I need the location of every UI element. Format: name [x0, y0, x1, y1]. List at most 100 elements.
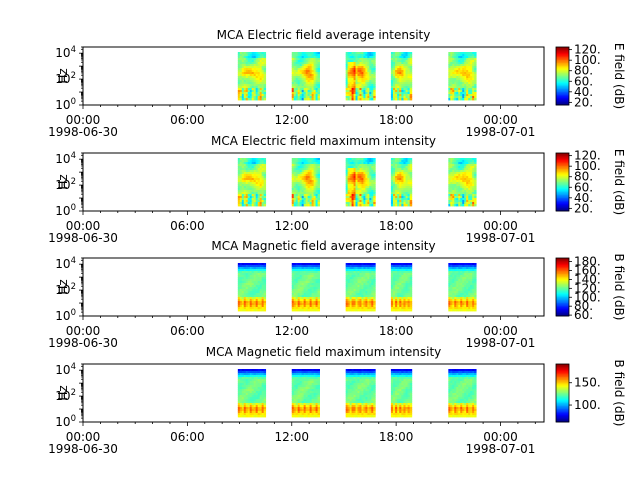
spectrogram-cell: [237, 305, 241, 308]
spectrogram-cell: [365, 58, 368, 61]
spectrogram-cell: [365, 293, 368, 296]
spectrogram-cell: [263, 204, 267, 207]
spectrogram-cell: [315, 279, 318, 282]
spectrogram-cell: [456, 305, 459, 308]
spectrogram-cell: [351, 56, 354, 59]
spectrogram-cell: [369, 98, 372, 101]
spectrogram-cell: [257, 84, 261, 87]
spectrogram-cell: [367, 172, 370, 175]
spectrogram-cell: [401, 192, 404, 195]
spectrogram-cell: [351, 267, 354, 270]
spectrogram-cell: [257, 74, 261, 77]
spectrogram-cell: [315, 66, 318, 69]
spectrogram-cell: [367, 200, 370, 203]
spectrogram-cell: [460, 291, 463, 294]
spectrogram-cell: [403, 192, 406, 195]
spectrogram-cell: [363, 86, 366, 89]
spectrogram-cell: [291, 265, 295, 268]
spectrogram-cell: [255, 184, 259, 187]
spectrogram-cell: [448, 78, 451, 81]
spectrogram-cell: [452, 267, 455, 270]
spectrogram-cell: [253, 204, 257, 207]
spectrogram-cell: [305, 184, 309, 187]
spectrogram-cell: [405, 184, 409, 187]
spectrogram-cell: [247, 86, 251, 89]
spectrogram-cell: [399, 309, 402, 312]
colorbar-cell: [556, 71, 569, 74]
spectrogram-cell: [373, 90, 376, 93]
spectrogram-cell: [405, 162, 409, 165]
spectrogram-cell: [255, 283, 259, 286]
spectrogram-cell: [251, 297, 255, 300]
spectrogram-cell: [253, 52, 257, 55]
spectrogram-cell: [365, 78, 368, 81]
spectrogram-cell: [367, 62, 370, 65]
spectrogram-cell: [311, 158, 315, 161]
spectrogram-cell: [464, 78, 467, 81]
spectrogram-cell: [301, 279, 305, 282]
spectrogram-cell: [464, 267, 467, 270]
spectrogram-cell: [239, 84, 243, 87]
spectrogram-cell: [351, 287, 354, 290]
spectrogram-cell: [345, 72, 349, 75]
spectrogram-cell: [395, 172, 398, 175]
spectrogram-cell: [363, 60, 366, 63]
spectrogram-cell: [317, 263, 320, 266]
spectrogram-cell: [369, 279, 372, 282]
spectrogram-cell: [247, 192, 251, 195]
spectrogram-cell: [291, 98, 295, 101]
spectrogram-cell: [407, 80, 411, 83]
spectrogram-cell: [263, 295, 267, 298]
spectrogram-cell: [351, 98, 354, 101]
spectrogram-cell: [317, 84, 320, 87]
spectrogram-cell: [253, 166, 257, 169]
spectrogram-cell: [349, 60, 352, 63]
spectrogram-cell: [345, 188, 349, 191]
colorbar-cell: [556, 103, 569, 106]
spectrogram-cell: [397, 273, 400, 276]
spectrogram-cell: [399, 96, 402, 99]
colorbar-tick-label: 20.: [574, 201, 593, 215]
spectrogram-cell: [405, 76, 409, 79]
spectrogram-cell: [251, 180, 255, 183]
spectrogram-cell: [407, 62, 411, 65]
spectrogram-cell: [247, 200, 251, 203]
spectrogram-cell: [299, 192, 303, 195]
spectrogram-cell: [456, 299, 459, 302]
spectrogram-cell: [468, 182, 471, 185]
spectrogram-cell: [393, 78, 396, 81]
spectrogram-cell: [395, 309, 398, 312]
spectrogram-cell: [458, 200, 461, 203]
spectrogram-cell: [361, 180, 364, 183]
spectrogram-cell: [351, 303, 354, 306]
spectrogram-cell: [345, 295, 349, 298]
spectrogram-cell: [315, 62, 318, 65]
spectrogram-cell: [371, 188, 374, 191]
spectrogram-cell: [359, 198, 362, 201]
spectrogram-cell: [472, 62, 475, 65]
spectrogram-cell: [353, 54, 356, 57]
spectrogram-cell: [243, 90, 247, 93]
spectrogram-cell: [458, 164, 461, 167]
spectrogram-cell: [399, 263, 402, 266]
spectrogram-cell: [245, 92, 249, 95]
spectrogram-cell: [458, 176, 461, 179]
spectrogram-cell: [295, 293, 299, 296]
spectrogram-cell: [301, 96, 305, 99]
spectrogram-cell: [313, 277, 317, 280]
spectrogram-cell: [351, 289, 354, 292]
spectrogram-cell: [257, 68, 261, 71]
spectrogram-cell: [401, 92, 404, 95]
spectrogram-cell: [237, 54, 241, 57]
spectrogram-cell: [390, 98, 394, 101]
spectrogram-cell: [243, 58, 247, 61]
spectrogram-cell: [452, 204, 455, 207]
spectrogram-cell: [357, 54, 360, 57]
spectrogram-cell: [241, 279, 245, 282]
spectrogram-cell: [472, 82, 475, 85]
spectrogram-cell: [293, 166, 297, 169]
spectrogram-cell: [361, 283, 364, 286]
spectrogram-cell: [407, 174, 411, 177]
spectrogram-cell: [450, 194, 453, 197]
spectrogram-cell: [297, 186, 301, 189]
